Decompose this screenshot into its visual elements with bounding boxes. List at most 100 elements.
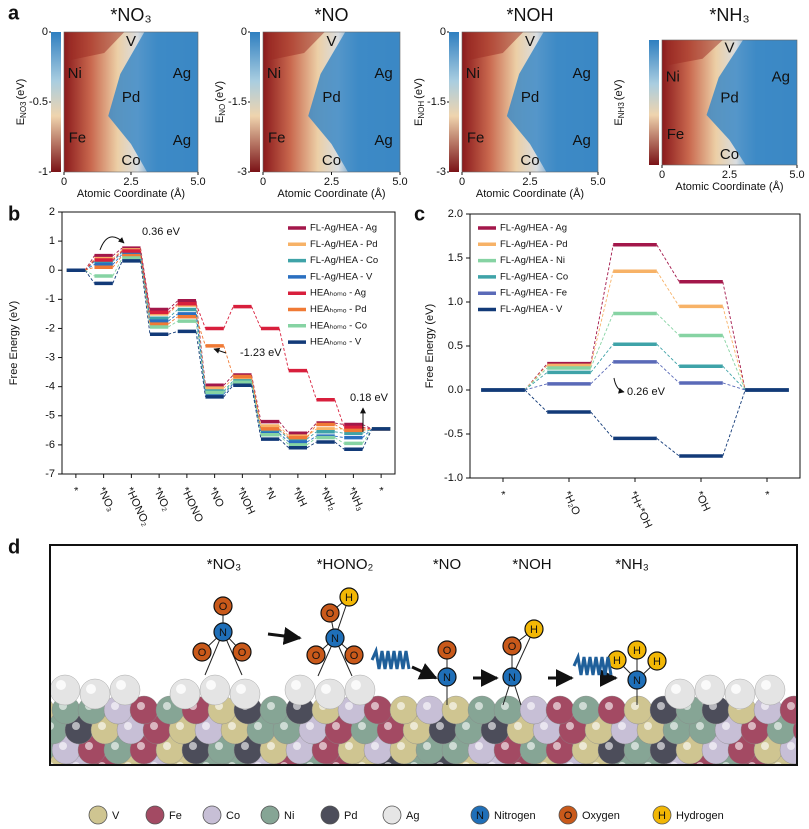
atom-highlight (787, 742, 795, 750)
atom-highlight (631, 702, 639, 710)
legend-label: HEAₕₒₘₒ - Co (310, 320, 367, 331)
atom-highlight (501, 702, 509, 710)
atom-highlight (345, 702, 353, 710)
heatmap-region (706, 40, 797, 165)
connector (722, 389, 746, 457)
panel-title: *NO (314, 5, 348, 25)
atom-highlight (321, 684, 331, 694)
connector (722, 281, 746, 391)
y-axis-label-part: E (214, 116, 226, 123)
heatmap-region (506, 32, 598, 172)
atom-highlight (56, 680, 66, 690)
y-tick-label: -3 (45, 351, 55, 363)
x-tick-label: 0 (459, 176, 465, 188)
atom (524, 619, 544, 639)
atom-highlight (540, 722, 548, 730)
region-label: V (724, 40, 734, 57)
connector (195, 331, 206, 397)
atom (627, 640, 647, 660)
atom-highlight (514, 722, 522, 730)
molecule-label: *NO (433, 556, 461, 573)
x-tick-label: *OH (693, 489, 713, 513)
atom-highlight (241, 742, 249, 750)
region-label: Ni (666, 68, 680, 85)
panel-letter: d (8, 536, 20, 558)
connector (362, 428, 373, 434)
colorbar (649, 40, 659, 165)
x-tick-label: 5.0 (190, 176, 205, 188)
connector (306, 437, 317, 446)
ag-sphere (284, 674, 316, 706)
y-tick-label: -7 (45, 468, 55, 480)
heatmap-region (668, 40, 723, 65)
connector (168, 316, 178, 325)
legend-marker (470, 805, 490, 825)
legend-label: FL-Ag/HEA - Fe (500, 288, 567, 299)
atom-highlight (72, 722, 80, 730)
connector (112, 251, 123, 262)
atom-highlight (345, 742, 353, 750)
atom-highlight (280, 762, 288, 764)
atom-highlight (761, 742, 769, 750)
arrow (213, 347, 227, 354)
atom-symbol: N (443, 672, 451, 684)
legend-marker (320, 805, 340, 825)
colorbar (51, 32, 61, 172)
y-tick-label: -1.0 (444, 472, 463, 484)
atom-sphere (441, 695, 471, 725)
connector (722, 382, 746, 391)
region-label: Fe (467, 129, 485, 146)
atom-highlight (176, 684, 186, 694)
connector (223, 345, 234, 377)
x-tick-label: *NO₂ (151, 485, 172, 513)
annotation: 0.36 eV (142, 226, 181, 238)
y-axis-label-part: (eV) (413, 78, 425, 99)
legend-label: HEAₕₒₘₒ - V (310, 337, 362, 348)
atom-highlight (553, 742, 561, 750)
region-label: Ag (772, 68, 790, 85)
connector (195, 313, 206, 394)
panel-letter: b (8, 203, 20, 225)
connector (656, 313, 680, 336)
connector (524, 383, 548, 391)
region-label: V (326, 33, 336, 50)
connector (167, 304, 179, 315)
ag-sphere (199, 674, 231, 706)
connector (278, 421, 290, 434)
atom-highlight (351, 680, 361, 690)
atom (325, 628, 345, 648)
reaction-arrow (411, 663, 438, 680)
atom-highlight (116, 680, 126, 690)
atom-highlight (189, 742, 197, 750)
connector (168, 330, 178, 335)
atom-symbol: O (219, 601, 228, 613)
colorbar-tick-label: 0 (42, 26, 48, 38)
region-label: Fe (667, 126, 685, 143)
atom-highlight (371, 742, 379, 750)
x-tick-label: 2.5 (722, 169, 737, 181)
connector (278, 428, 290, 438)
atom-highlight (150, 762, 158, 764)
connector (112, 257, 123, 277)
atom-highlight (761, 680, 771, 690)
connector (278, 434, 290, 446)
ag-sphere (169, 678, 201, 710)
x-tick-label: 5.0 (392, 176, 407, 188)
atom-highlight (306, 722, 314, 730)
atom-highlight (592, 762, 600, 764)
connector (140, 250, 151, 313)
legend-label: Fe (169, 810, 182, 822)
connector (195, 303, 206, 329)
y-tick-label: -4 (45, 381, 55, 393)
connector (140, 254, 151, 322)
annotation: -1.23 eV (240, 347, 282, 359)
legend-label: FL-Ag/HEA - Co (500, 271, 568, 282)
atom-highlight (254, 762, 262, 764)
legend-symbol: N (476, 810, 484, 822)
atom-highlight (527, 702, 535, 710)
atom-symbol: H (345, 592, 353, 604)
atom (647, 651, 667, 671)
y-axis-label-part: E (413, 119, 425, 126)
y-axis-label: ENO (eV) (214, 81, 227, 123)
atom-symbol: O (238, 647, 247, 659)
